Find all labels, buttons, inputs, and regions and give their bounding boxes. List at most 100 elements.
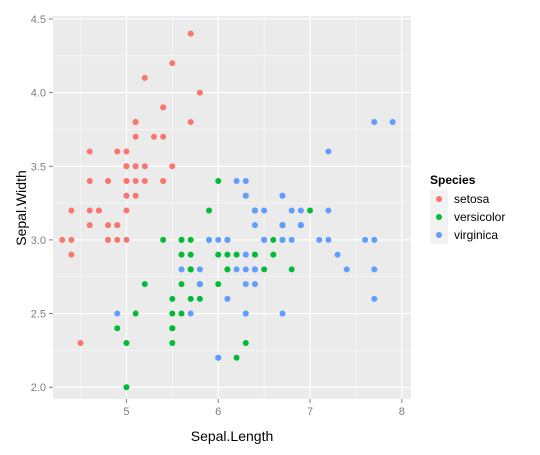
data-point-setosa [59, 236, 66, 243]
data-point-setosa [68, 251, 75, 258]
data-point-versicolor [215, 177, 222, 184]
data-point-setosa [123, 163, 130, 170]
x-tick-label: 8 [399, 406, 405, 418]
data-point-virginica [316, 236, 323, 243]
data-point-versicolor [307, 207, 314, 214]
data-point-versicolor [270, 251, 277, 258]
data-point-setosa [114, 148, 121, 155]
data-point-setosa [77, 340, 84, 347]
data-point-versicolor [114, 325, 121, 332]
data-point-virginica [196, 266, 203, 273]
data-point-versicolor [187, 295, 194, 302]
data-point-versicolor [169, 295, 176, 302]
x-tick-label: 5 [123, 406, 129, 418]
data-point-setosa [132, 133, 139, 140]
legend-label-setosa: setosa [454, 192, 490, 206]
data-point-setosa [160, 133, 167, 140]
data-point-setosa [123, 177, 130, 184]
data-point-virginica [389, 119, 396, 126]
data-point-versicolor [123, 384, 130, 391]
x-axis-ticks: 5 6 7 8 [123, 399, 405, 418]
data-point-versicolor [141, 281, 148, 288]
legend-items: setosa versicolor virginica [430, 190, 505, 244]
data-point-versicolor [206, 207, 213, 214]
data-point-setosa [160, 104, 167, 111]
data-point-setosa [196, 89, 203, 96]
data-point-virginica [325, 148, 332, 155]
y-tick-label: 4.5 [31, 14, 46, 26]
data-point-versicolor [288, 266, 295, 273]
data-point-setosa [86, 222, 93, 229]
data-point-versicolor [251, 251, 258, 258]
data-point-setosa [132, 192, 139, 199]
data-point-setosa [132, 177, 139, 184]
legend-title: Species [430, 173, 476, 187]
data-point-setosa [141, 74, 148, 81]
y-axis-ticks: 2.0 2.5 3.0 3.5 4.0 4.5 [31, 14, 53, 394]
data-point-virginica [224, 236, 231, 243]
data-point-setosa [68, 207, 75, 214]
data-point-versicolor [224, 266, 231, 273]
data-point-virginica [343, 266, 350, 273]
data-point-versicolor [196, 295, 203, 302]
data-point-versicolor [187, 236, 194, 243]
data-point-virginica [371, 295, 378, 302]
data-point-setosa [160, 177, 167, 184]
y-axis-title: Sepal.Width [13, 170, 29, 245]
legend-key-virginica [436, 232, 442, 238]
data-point-virginica [251, 281, 258, 288]
x-tick-label: 6 [215, 406, 221, 418]
data-point-virginica [251, 207, 258, 214]
legend-label-versicolor: versicolor [454, 210, 505, 224]
data-point-versicolor [178, 310, 185, 317]
data-point-virginica [215, 236, 222, 243]
data-point-virginica [371, 236, 378, 243]
data-point-virginica [325, 207, 332, 214]
data-point-versicolor [233, 354, 240, 361]
data-point-virginica [206, 236, 213, 243]
data-point-versicolor [187, 251, 194, 258]
legend-key-setosa [436, 196, 442, 202]
data-point-versicolor [233, 251, 240, 258]
data-point-versicolor [123, 340, 130, 347]
data-point-virginica [297, 222, 304, 229]
data-point-setosa [187, 119, 194, 126]
data-point-virginica [178, 266, 185, 273]
y-tick-label: 3.5 [31, 161, 46, 173]
data-point-setosa [123, 148, 130, 155]
data-point-virginica [242, 251, 249, 258]
data-point-versicolor [187, 266, 194, 273]
minor-gridlines [53, 16, 411, 399]
data-point-virginica [196, 281, 203, 288]
data-point-versicolor [178, 251, 185, 258]
data-point-virginica [251, 222, 258, 229]
data-point-setosa [114, 236, 121, 243]
data-point-setosa [187, 30, 194, 37]
data-point-versicolor [169, 310, 176, 317]
data-point-virginica [279, 310, 286, 317]
data-point-setosa [68, 236, 75, 243]
data-point-versicolor [169, 325, 176, 332]
data-point-virginica [325, 236, 332, 243]
data-point-setosa [86, 177, 93, 184]
legend-label-virginica: virginica [454, 228, 498, 242]
data-point-virginica [242, 192, 249, 199]
data-point-versicolor [215, 281, 222, 288]
data-point-setosa [105, 177, 112, 184]
legend-key-versicolor [436, 214, 442, 220]
data-point-virginica [279, 192, 286, 199]
data-point-virginica [371, 266, 378, 273]
data-point-setosa [123, 207, 130, 214]
y-tick-label: 2.5 [31, 309, 46, 321]
data-point-virginica [114, 310, 121, 317]
data-point-setosa [150, 133, 157, 140]
data-point-virginica [261, 236, 268, 243]
data-point-setosa [132, 163, 139, 170]
data-point-virginica [187, 310, 194, 317]
data-point-versicolor [132, 310, 139, 317]
data-point-virginica [334, 251, 341, 258]
major-gridlines [53, 16, 411, 399]
data-point-versicolor [215, 251, 222, 258]
panel-background [53, 16, 411, 399]
